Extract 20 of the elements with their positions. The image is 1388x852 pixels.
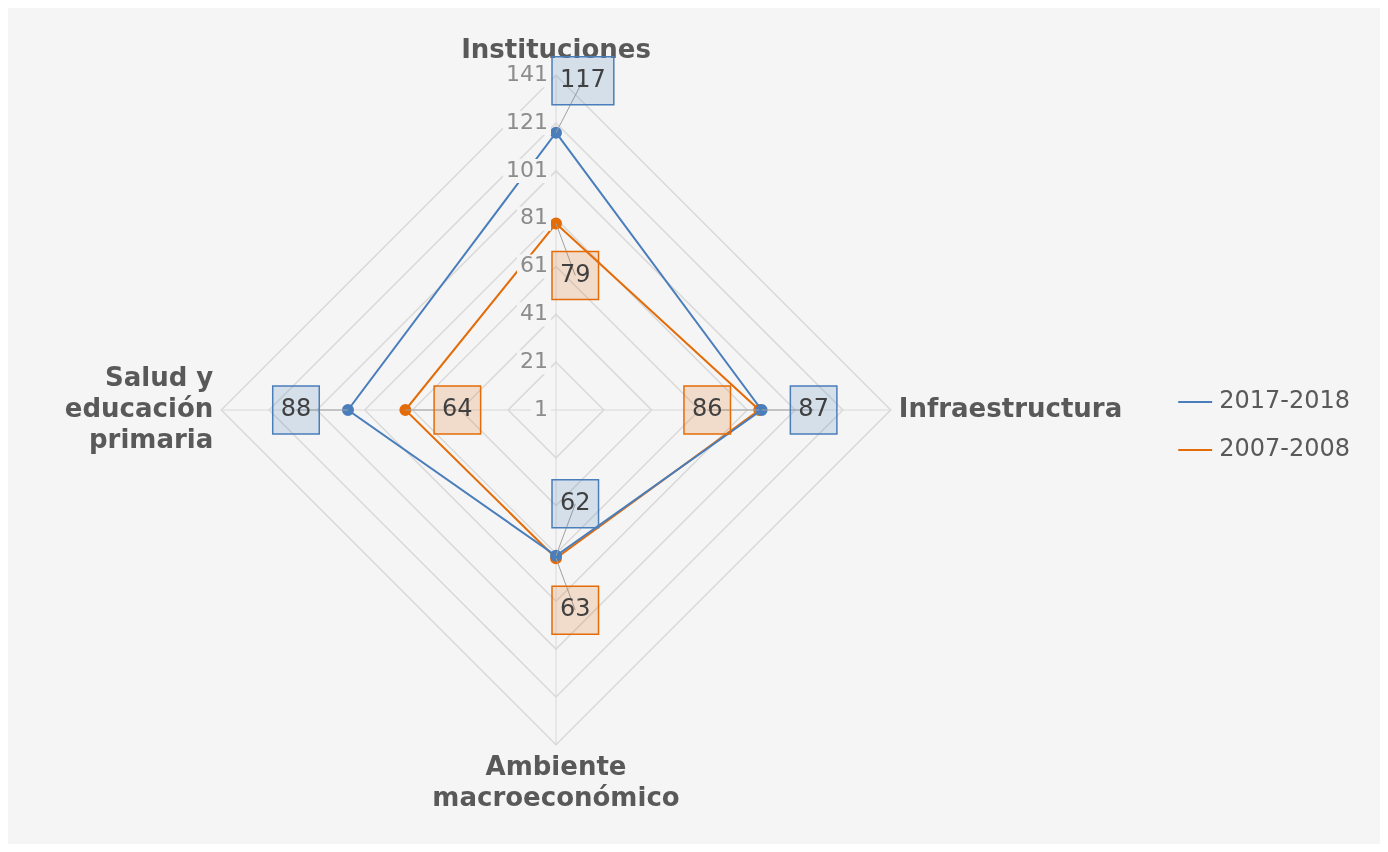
- data-label: 79: [560, 259, 591, 288]
- legend-label: 2007-2008: [1219, 434, 1351, 463]
- data-label: 64: [442, 394, 473, 423]
- data-label: 117: [560, 64, 606, 93]
- legend-label: 2017-2018: [1219, 386, 1351, 415]
- y-tick-label: 61: [520, 252, 548, 278]
- y-tick-label: 21: [520, 347, 548, 373]
- y-tick-label: 101: [506, 156, 548, 182]
- data-label: 86: [691, 394, 723, 423]
- y-tick-label: 81: [520, 204, 548, 230]
- data-label: 63: [560, 594, 591, 623]
- y-tick-label: 121: [506, 108, 548, 134]
- spoke-label: Infraestructura: [898, 392, 1123, 423]
- data-label: 87: [798, 394, 829, 423]
- data-label: 62: [560, 488, 591, 517]
- spoke-label: Ambiente macroeconómico: [432, 751, 680, 813]
- data-label: 88: [280, 394, 312, 423]
- y-tick-label: 41: [520, 300, 548, 326]
- spoke-label: Salud y educación primaria: [64, 361, 214, 454]
- y-tick-label: 1: [534, 395, 548, 421]
